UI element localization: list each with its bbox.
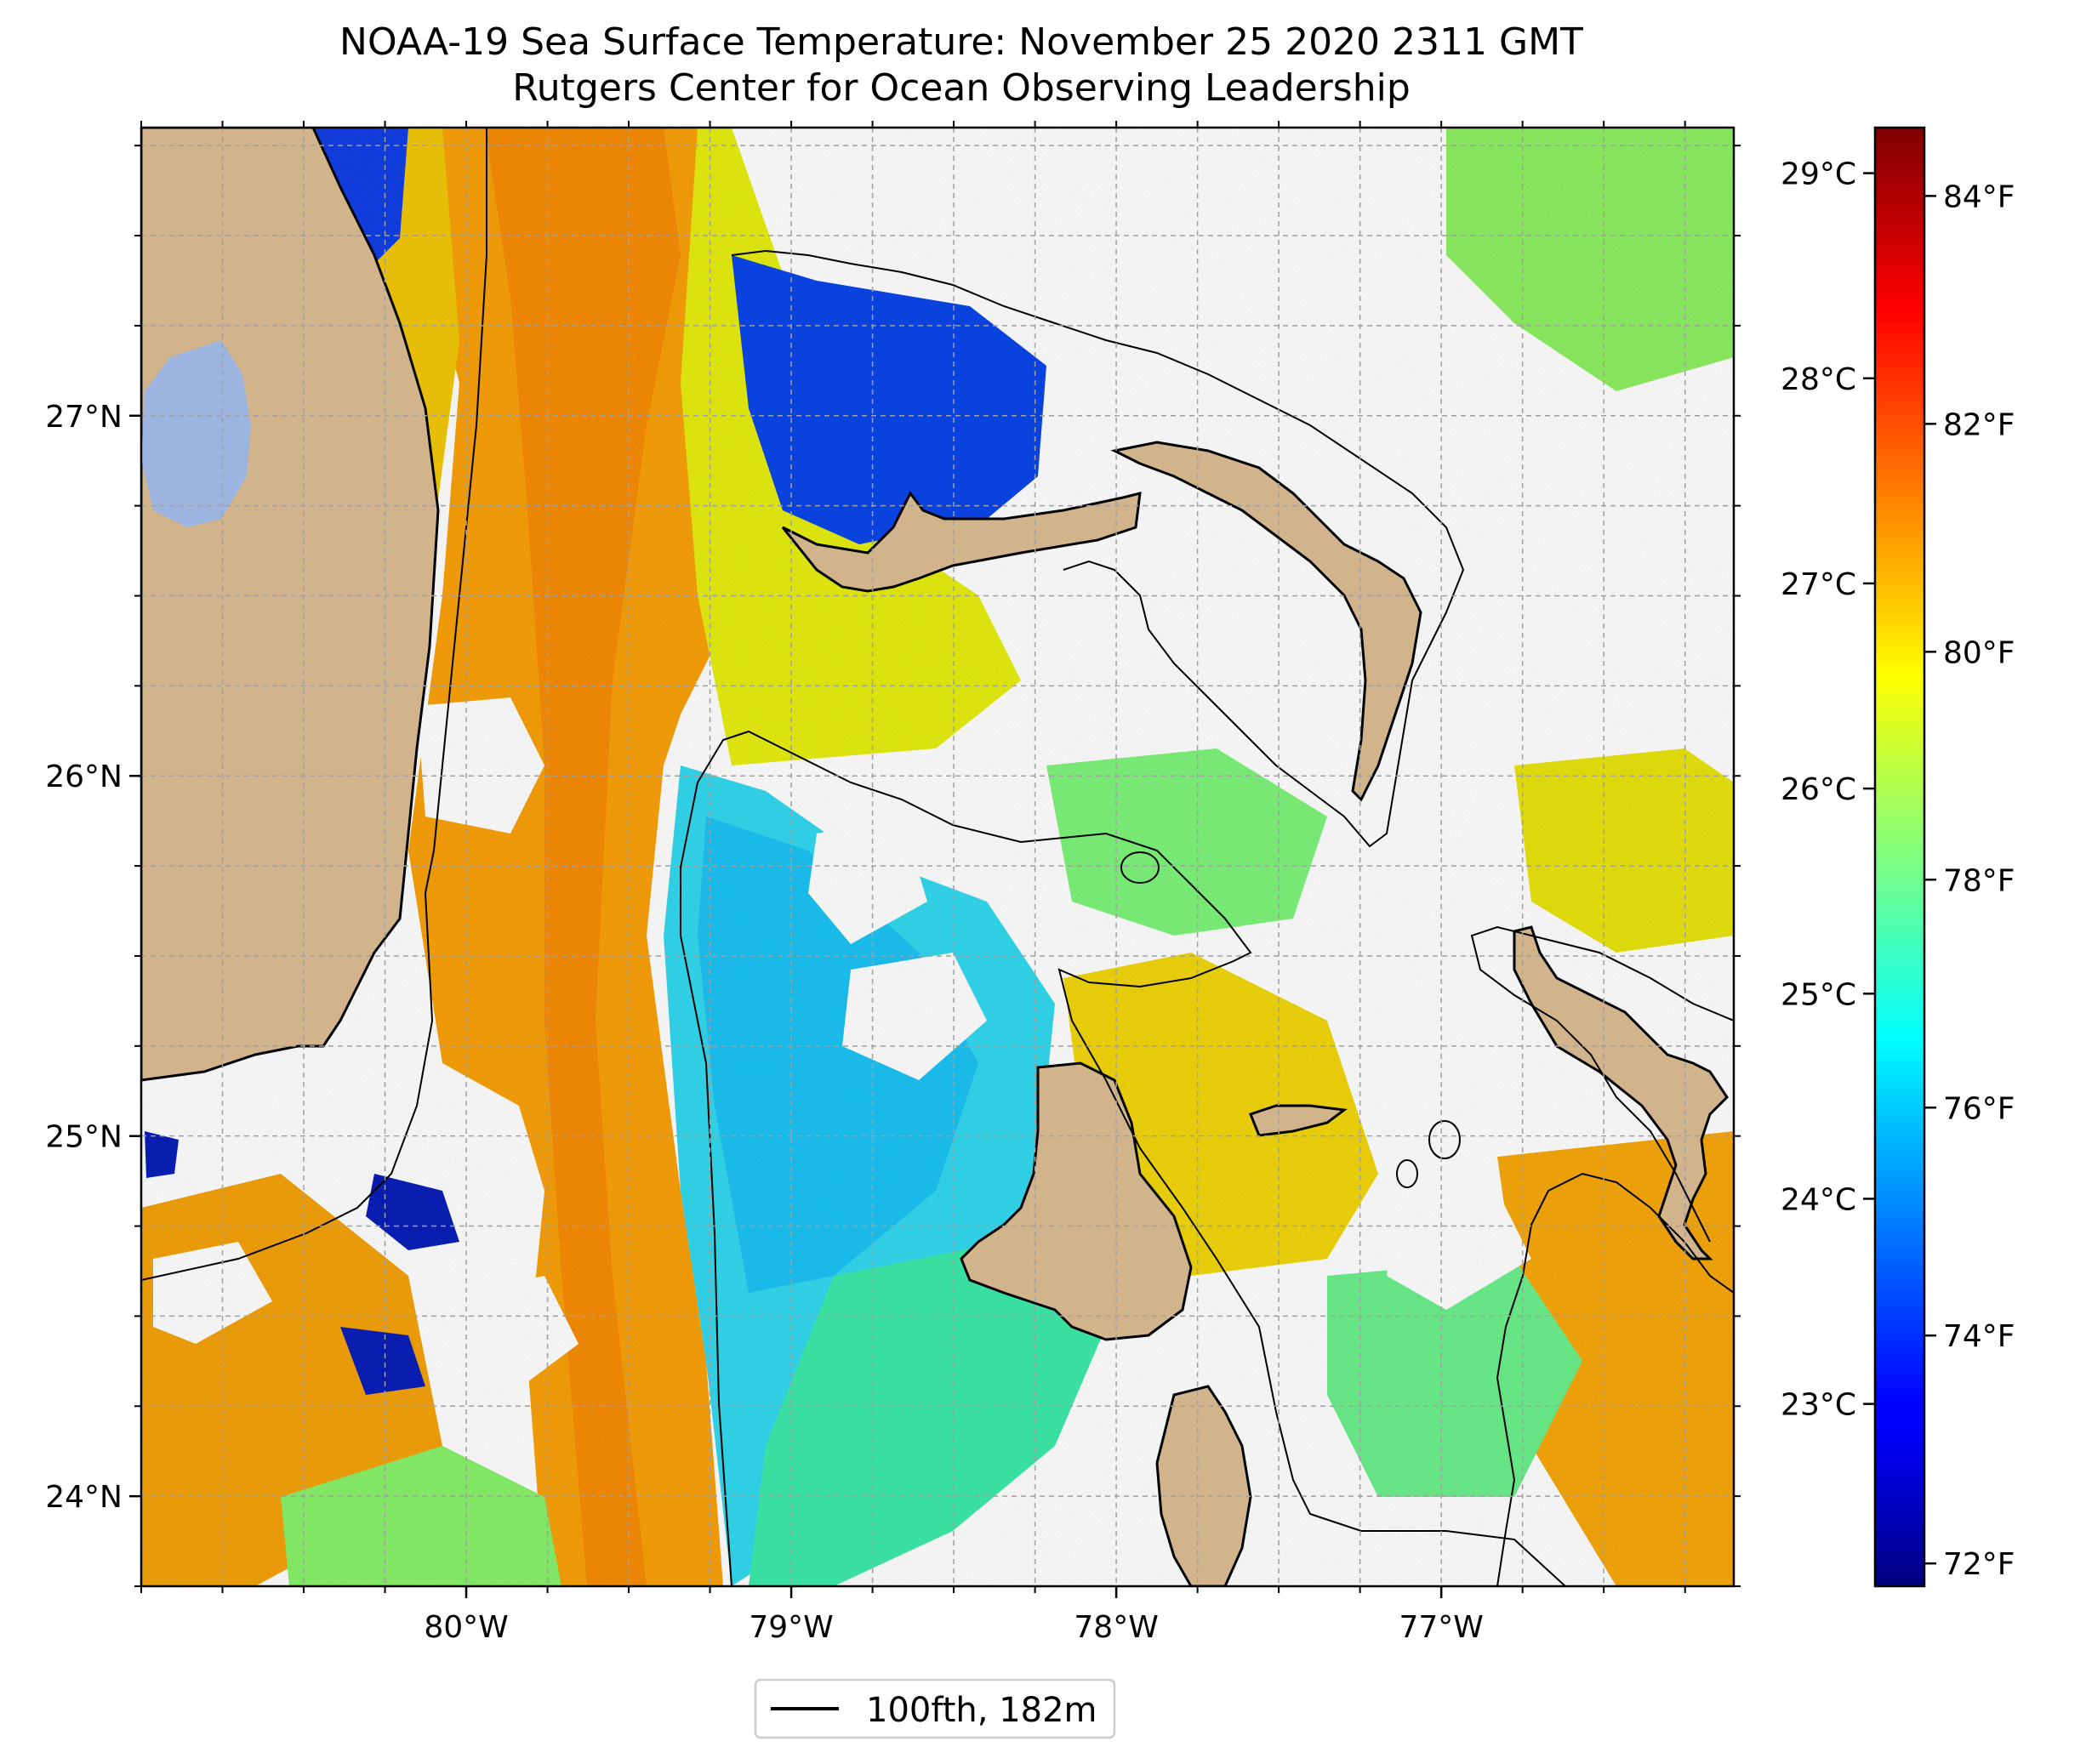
- colorbar: 23°C 24°C 25°C 26°C 27°C 28°C 29°C 72°F 74°F 76°…: [1781, 126, 2015, 1588]
- lon-tick-label: 80°W: [424, 1610, 508, 1645]
- isobath-bimini-ring: [1120, 851, 1160, 884]
- map-frame: [140, 126, 1735, 1588]
- grand-bahama-island: [781, 491, 1142, 593]
- map-title: NOAA-19 Sea Surface Temperature: Novembe…: [339, 20, 1583, 64]
- colorbar-celsius-ticks: 23°C 24°C 25°C 26°C 27°C 28°C 29°C: [1781, 157, 1875, 1423]
- colorbar-fahrenheit-label: 82°F: [1943, 407, 2015, 442]
- isobath-great-bahama-bank: [680, 730, 1566, 1586]
- isobath-shoal-2: [1396, 1159, 1418, 1188]
- lat-tick-label: 25°N: [45, 1120, 123, 1155]
- isobath-shoal-1: [1428, 1120, 1461, 1159]
- isobath-little-bahama-bank: [731, 249, 1465, 848]
- colorbar-celsius-label: 26°C: [1781, 772, 1856, 807]
- map-subtitle: Rutgers Center for Ocean Observing Leade…: [512, 66, 1411, 110]
- lake-okeechobee: [141, 340, 251, 527]
- sst-map: [141, 128, 1734, 1586]
- lon-tick-label: 78°W: [1074, 1610, 1158, 1645]
- legend: 100fth, 182m: [754, 1678, 1116, 1739]
- lat-tick-label: 24°N: [45, 1480, 123, 1515]
- lon-tick-label: 77°W: [1399, 1610, 1483, 1645]
- lat-tick-label: 27°N: [45, 400, 123, 435]
- colorbar-celsius-label: 23°C: [1781, 1388, 1856, 1423]
- colorbar-frame: [1873, 126, 1926, 1588]
- great-abaco-island: [1110, 441, 1422, 802]
- lon-tick-label: 79°W: [749, 1610, 833, 1645]
- isobath-100fth: [141, 128, 1734, 1586]
- isobath-tongue-of-ocean: [1496, 1172, 1734, 1586]
- colorbar-fahrenheit-label: 72°F: [1943, 1547, 2015, 1582]
- colorbar-fahrenheit-label: 84°F: [1943, 179, 2015, 214]
- colorbar-celsius-label: 24°C: [1781, 1182, 1856, 1217]
- colorbar-fahrenheit-label: 80°F: [1943, 635, 2015, 670]
- isobath-eleuthera: [1470, 925, 1734, 1243]
- legend-box: [754, 1678, 1116, 1739]
- land: [141, 128, 1729, 1586]
- colorbar-celsius-label: 28°C: [1781, 362, 1856, 397]
- colorbar-celsius-label: 29°C: [1781, 157, 1856, 192]
- colorbar-fahrenheit-label: 74°F: [1943, 1319, 2015, 1354]
- colorbar-fahrenheit-label: 78°F: [1943, 863, 2015, 898]
- colorbar-fahrenheit-ticks: 72°F 74°F 76°F 78°F 80°F 82°F 84°F: [1924, 179, 2015, 1582]
- colorbar-celsius-label: 25°C: [1781, 977, 1856, 1012]
- exuma-cays: [1155, 1385, 1252, 1586]
- andros-island: [960, 1061, 1193, 1341]
- longitude-ticks: 80°W 79°W 78°W 77°W: [140, 121, 1686, 1645]
- eleuthera-island: [1513, 925, 1729, 1260]
- gridlines: [141, 128, 1734, 1586]
- latitude-ticks: 24°N 25°N 26°N 27°N: [45, 145, 1741, 1587]
- colorbar-celsius-label: 27°C: [1781, 567, 1856, 602]
- colorbar-gradient: [1875, 128, 1924, 1586]
- new-providence-island: [1249, 1104, 1348, 1137]
- lat-tick-label: 26°N: [45, 760, 123, 794]
- isobath-florida-shelf: [141, 128, 487, 1281]
- legend-label: 100fth, 182m: [866, 1691, 1097, 1730]
- colorbar-fahrenheit-label: 76°F: [1943, 1091, 2015, 1126]
